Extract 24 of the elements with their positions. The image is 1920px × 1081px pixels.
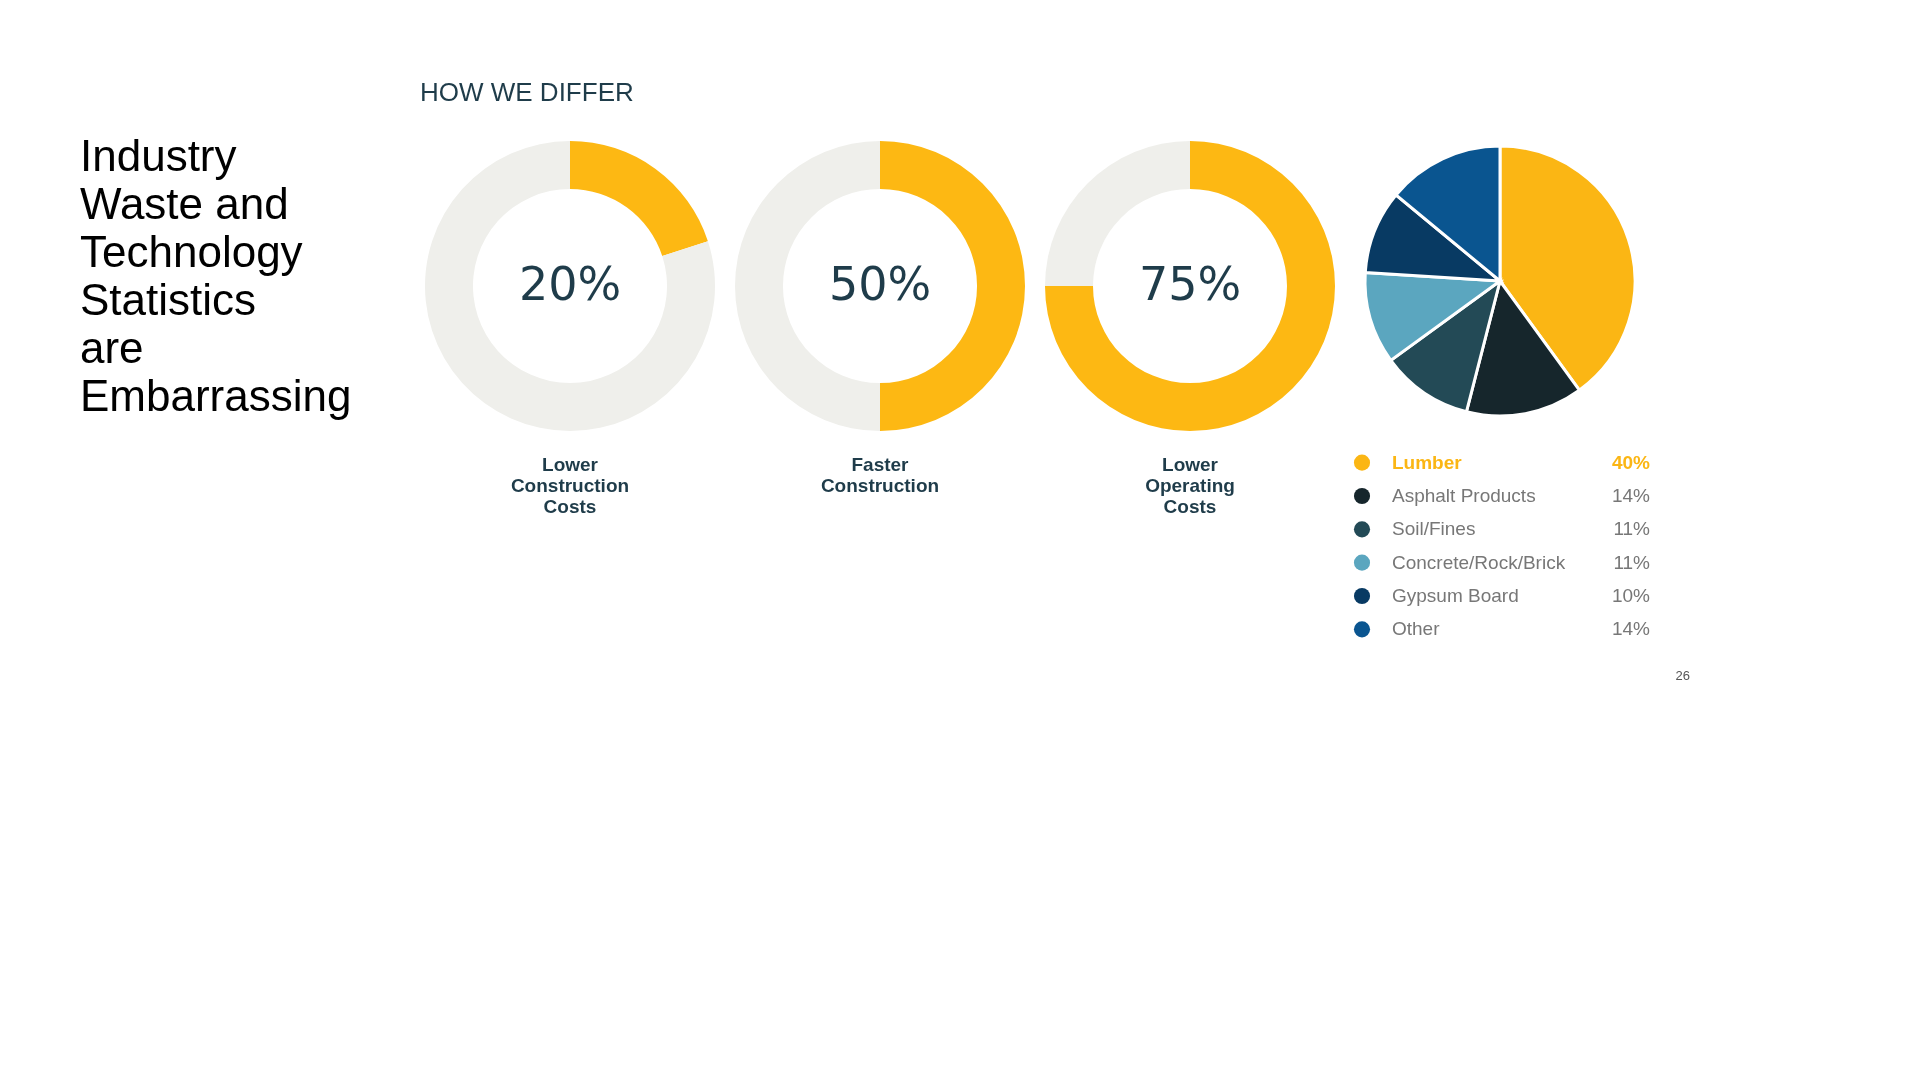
- data-label: 14%: [1611, 618, 1651, 640]
- data-label: 10%: [1611, 585, 1651, 606]
- donut-slice: [1045, 141, 1335, 431]
- data-label: 11%: [1613, 518, 1651, 540]
- data-label: 40%: [1611, 451, 1651, 473]
- legend-label: Concrete/Rock/Brick: [1392, 551, 1566, 573]
- legend-label: Asphalt Products: [1392, 485, 1536, 506]
- text: Lower Operating Costs: [1145, 454, 1235, 517]
- data-label: 20%: [518, 257, 622, 311]
- legend-label: Soil/Fines: [1392, 518, 1476, 540]
- text: 26: [1675, 668, 1690, 683]
- text: Faster Construction: [820, 454, 940, 496]
- donut-slice: [425, 141, 715, 431]
- text: Lower Construction Costs: [510, 454, 630, 517]
- chart-subtitle: HOW WE DIFFER: [420, 77, 634, 107]
- legend-label: Lumber: [1392, 451, 1463, 473]
- text: Industry Waste and Technology Statistics are Embarrassing: [80, 131, 352, 420]
- legend-label: Other: [1392, 618, 1441, 640]
- donut-slice: [570, 141, 708, 257]
- data-label: 11%: [1613, 551, 1651, 573]
- data-label: 75%: [1138, 257, 1242, 311]
- legend-label: Gypsum Board: [1392, 585, 1519, 606]
- data-label: 14%: [1611, 485, 1651, 506]
- data-label: 50%: [828, 257, 932, 311]
